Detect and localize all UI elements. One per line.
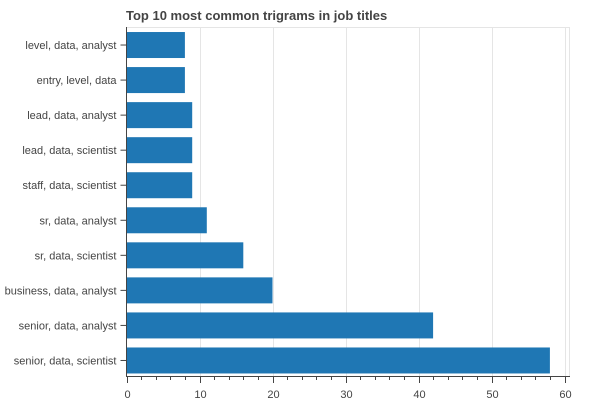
y-tick-label: sr, data, scientist: [35, 250, 117, 262]
y-tick-label: lead, data, analyst: [27, 110, 116, 122]
y-tick-label: senior, data, analyst: [19, 320, 117, 332]
bar: [126, 137, 193, 164]
y-tick-label: staff, data, scientist: [23, 180, 117, 192]
bar: [126, 32, 185, 59]
bar: [126, 67, 185, 94]
x-tick-label: 40: [413, 389, 425, 400]
x-tick-label: 60: [559, 389, 571, 400]
x-tick-label: 10: [194, 389, 206, 400]
bar: [126, 102, 193, 129]
bar: [126, 347, 550, 374]
y-tick-label: level, data, analyst: [25, 40, 116, 52]
y-tick-label: sr, data, analyst: [39, 215, 116, 227]
x-tick-label: 0: [124, 389, 130, 400]
bar: [126, 207, 207, 234]
chart-title: Top 10 most common trigrams in job title…: [126, 8, 388, 23]
y-tick-label: lead, data, scientist: [22, 145, 116, 157]
y-tick-label: entry, level, data: [37, 75, 118, 87]
y-tick-label: senior, data, scientist: [14, 355, 117, 367]
x-tick-label: 20: [267, 389, 279, 400]
x-tick-label: 50: [486, 389, 498, 400]
y-tick-label: business, data, analyst: [5, 285, 117, 297]
bar: [126, 172, 193, 199]
bar: [126, 242, 244, 269]
bar: [126, 312, 434, 339]
x-tick-label: 30: [340, 389, 352, 400]
bar: [126, 277, 273, 304]
